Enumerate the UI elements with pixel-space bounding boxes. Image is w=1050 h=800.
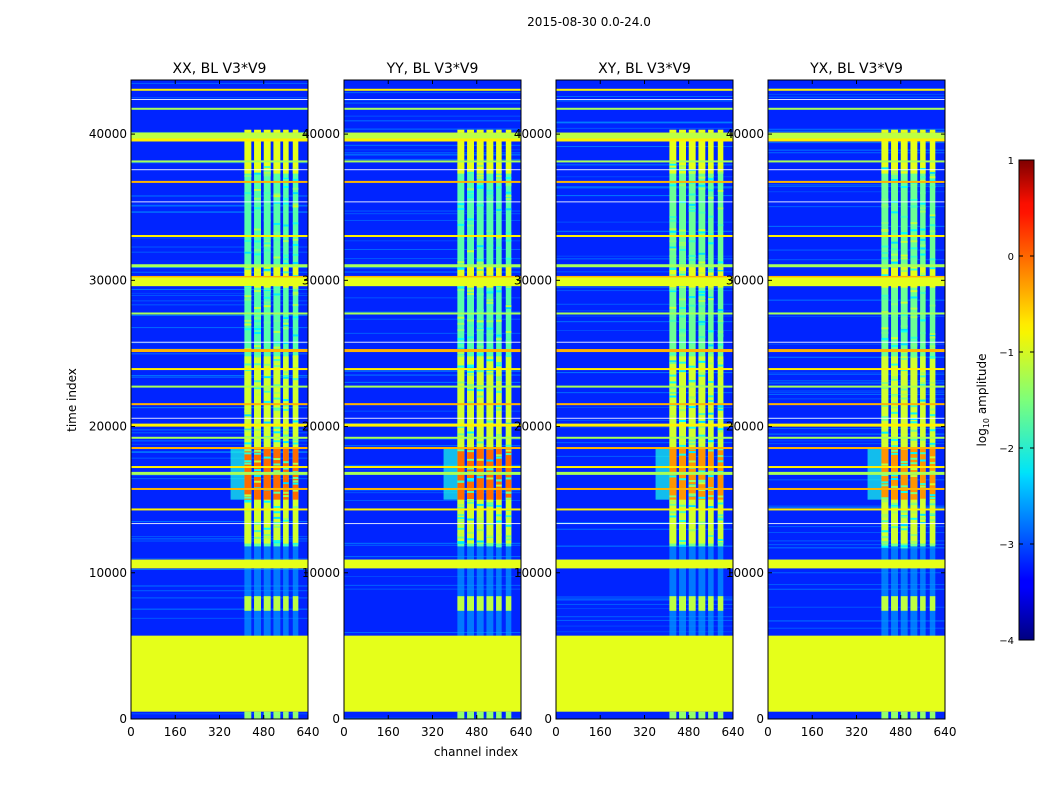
y-tick-label: 30000 <box>89 273 127 287</box>
colorbar-tick-label: −1 <box>999 348 1014 359</box>
x-axis-label: channel index <box>434 745 518 759</box>
y-tick-label: 10000 <box>89 566 127 580</box>
x-tick-label: 0 <box>340 725 348 739</box>
colorbar: −4 −3 −2 −1 0 1 log10 amplitude <box>975 156 1035 647</box>
colorbar-tick-label: 1 <box>1008 156 1014 167</box>
x-tick-label: 160 <box>801 725 824 739</box>
panel-image-yy <box>344 80 521 719</box>
panel-xy: XY, BL V3*V9 0 160 320 480 640 0 10000 20000 3000… <box>514 61 745 739</box>
y-tick-label: 40000 <box>514 127 552 141</box>
x-tick-label: 480 <box>677 725 700 739</box>
x-tick-label: 0 <box>764 725 772 739</box>
y-tick-label: 30000 <box>726 273 764 287</box>
colorbar-tick-label: −3 <box>999 540 1014 551</box>
x-tick-label: 0 <box>127 725 135 739</box>
x-tick-label: 160 <box>589 725 612 739</box>
y-tick-label: 30000 <box>302 273 340 287</box>
y-axis-label: time index <box>65 368 79 432</box>
x-tick-label: 640 <box>510 725 533 739</box>
y-tick-label: 20000 <box>726 420 764 434</box>
panel-yy: YY, BL V3*V9 0 160 320 480 640 0 10000 20000 3000… <box>302 61 533 739</box>
y-tick-label: 40000 <box>302 127 340 141</box>
panel-image-xx <box>131 80 308 719</box>
x-tick-label: 640 <box>722 725 745 739</box>
y-tick-label: 20000 <box>89 420 127 434</box>
x-tick-label: 480 <box>252 725 275 739</box>
panel-image-yx <box>768 80 945 719</box>
x-tick-label: 640 <box>934 725 957 739</box>
figure-suptitle: 2015-08-30 0.0-24.0 <box>527 15 651 29</box>
panel-title: YX, BL V3*V9 <box>809 61 903 77</box>
y-tick-label: 10000 <box>514 566 552 580</box>
x-tick-label: 0 <box>552 725 560 739</box>
colorbar-label: log10 amplitude <box>975 354 991 447</box>
y-tick-label: 10000 <box>302 566 340 580</box>
x-tick-label: 320 <box>633 725 656 739</box>
y-tick-label: 40000 <box>89 127 127 141</box>
x-tick-label: 320 <box>421 725 444 739</box>
y-tick-label: 0 <box>332 712 340 726</box>
y-tick-label: 0 <box>756 712 764 726</box>
colorbar-ticks: −4 −3 −2 −1 0 1 <box>999 156 1034 647</box>
y-tick-label: 0 <box>119 712 127 726</box>
x-tick-label: 160 <box>164 725 187 739</box>
colorbar-bar <box>1018 159 1035 641</box>
panel-title: XY, BL V3*V9 <box>598 61 691 77</box>
panel-image-xy <box>556 80 733 719</box>
x-tick-label: 320 <box>845 725 868 739</box>
x-tick-label: 160 <box>377 725 400 739</box>
y-tick-label: 0 <box>544 712 552 726</box>
y-tick-label: 30000 <box>514 273 552 287</box>
x-tick-label: 640 <box>297 725 320 739</box>
panel-title: XX, BL V3*V9 <box>173 61 267 77</box>
panel-yx: YX, BL V3*V9 0 160 320 480 640 0 10000 20000 3000… <box>726 61 957 739</box>
x-tick-label: 320 <box>208 725 231 739</box>
y-tick-label: 40000 <box>726 127 764 141</box>
y-tick-label: 10000 <box>726 566 764 580</box>
y-tick-label: 20000 <box>302 420 340 434</box>
colorbar-tick-label: −4 <box>999 636 1014 647</box>
x-tick-label: 480 <box>465 725 488 739</box>
panel-xx: XX, BL V3*V9 0 160 320 480 640 0 10000 20000 3000… <box>89 61 320 739</box>
x-tick-label: 480 <box>889 725 912 739</box>
panel-title: YY, BL V3*V9 <box>386 61 479 77</box>
colorbar-tick-label: 0 <box>1008 252 1014 263</box>
colorbar-tick-label: −2 <box>999 444 1014 455</box>
y-tick-label: 20000 <box>514 420 552 434</box>
panels: XX, BL V3*V9 0 160 320 480 640 0 10000 20000 3000… <box>89 61 957 739</box>
